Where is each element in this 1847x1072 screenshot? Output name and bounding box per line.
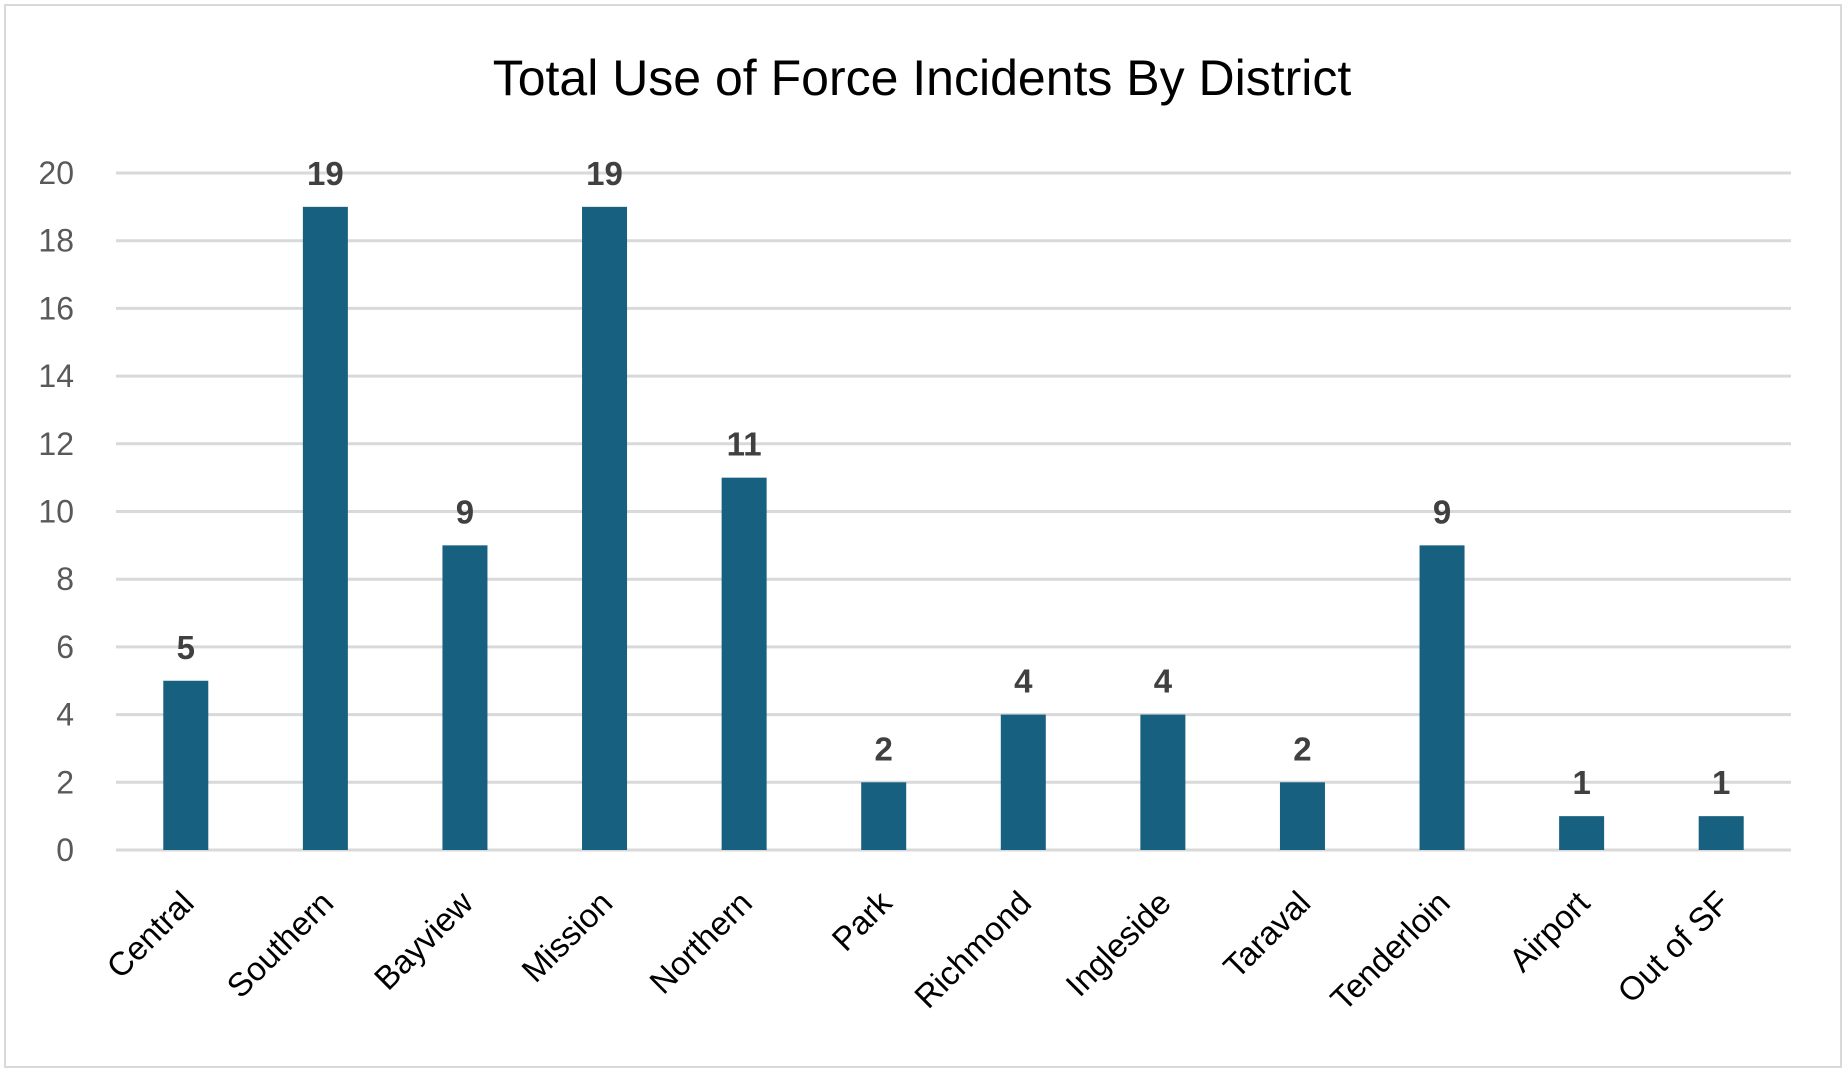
bar-airport [1559, 816, 1605, 850]
data-label: 2 [875, 730, 893, 767]
data-label: 11 [727, 426, 762, 463]
bar-northern [721, 477, 767, 850]
data-label: 5 [177, 629, 195, 666]
y-tick-label: 0 [56, 832, 74, 868]
bar-southern [302, 206, 348, 851]
y-tick-label: 8 [56, 561, 74, 597]
bar-mission [582, 206, 628, 851]
y-tick-label: 2 [56, 764, 74, 800]
bar-central [163, 680, 209, 850]
y-tick-label: 6 [56, 629, 74, 665]
data-label: 9 [456, 493, 474, 530]
y-tick-label: 4 [56, 697, 74, 733]
y-tick-label: 18 [38, 223, 74, 259]
bar-out-of-sf [1698, 816, 1744, 850]
data-label: 2 [1293, 730, 1311, 767]
data-label: 1 [1572, 764, 1590, 801]
y-tick-label: 14 [38, 358, 74, 394]
y-tick-label: 10 [38, 494, 74, 530]
y-tick-label: 20 [38, 155, 74, 191]
bar-ingleside [1140, 714, 1186, 850]
bar-park [861, 782, 907, 850]
bar-taraval [1279, 782, 1325, 850]
bar-richmond [1000, 714, 1046, 850]
bar-tenderloin [1419, 545, 1465, 850]
data-label: 1 [1712, 764, 1730, 801]
data-label: 4 [1154, 663, 1173, 700]
chart-title: Total Use of Force Incidents By District [493, 50, 1352, 106]
y-tick-label: 12 [38, 426, 74, 462]
data-label: 19 [586, 155, 623, 192]
data-label: 9 [1433, 493, 1451, 530]
data-label: 19 [307, 155, 344, 192]
y-tick-label: 16 [38, 290, 74, 326]
bar-bayview [442, 545, 488, 850]
data-label: 4 [1014, 663, 1033, 700]
